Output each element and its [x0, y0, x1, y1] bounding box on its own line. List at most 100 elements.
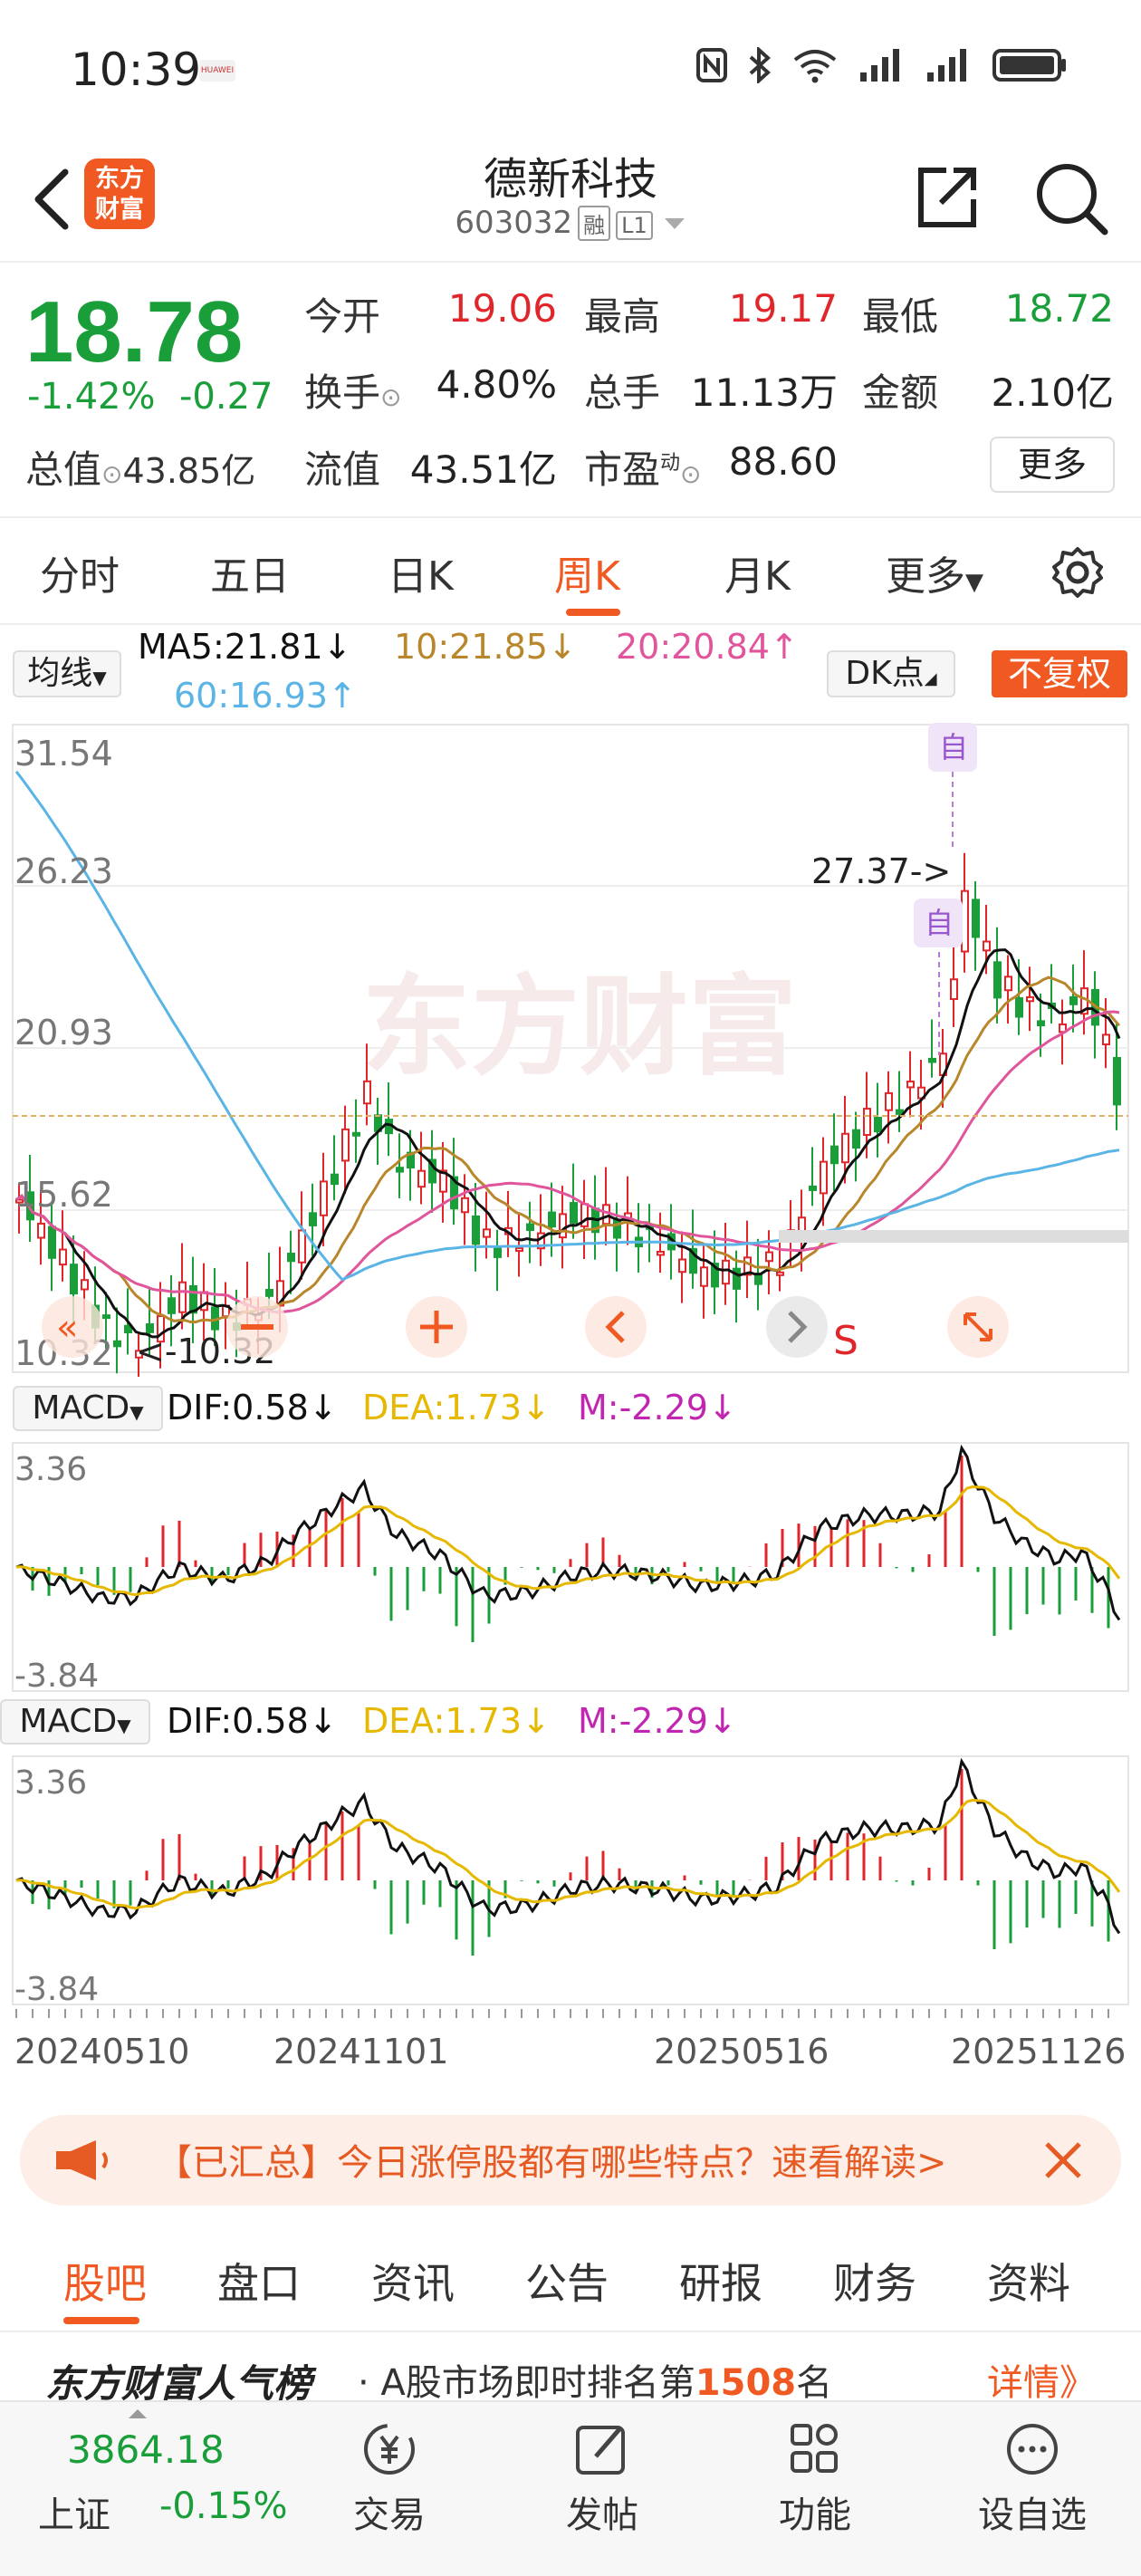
candle-body	[298, 1229, 306, 1264]
ma5-value: MA5:21.81↓	[138, 627, 352, 667]
tab-research[interactable]: 研报	[679, 2259, 762, 2308]
rewind-button-bg[interactable]	[42, 1296, 103, 1358]
close-icon[interactable]	[1043, 2140, 1083, 2180]
dk-label: DK点	[845, 655, 925, 692]
kline-chart[interactable]: 东方财富 自 自 27.37-> <-10.32 31.54 26.23 20.…	[0, 720, 1141, 1377]
candle-body	[570, 1202, 578, 1224]
tab-weekly[interactable]: 周K	[554, 553, 620, 600]
macd-chart-1[interactable]: 3.36 -3.84	[0, 1440, 1141, 1694]
gear-icon[interactable]	[1050, 545, 1105, 600]
macd1-lines	[15, 1444, 1121, 1621]
nav-trade[interactable]: 交易	[326, 2420, 453, 2538]
status-icons	[695, 47, 1069, 83]
dea-line	[15, 1485, 1121, 1597]
zi-badge-mid[interactable]: 自	[925, 906, 954, 940]
turnover-label: 换手⊙	[304, 362, 401, 418]
status-bar: 10:39 HUAWEI	[0, 0, 1141, 136]
banner-text[interactable]: 【已汇总】今日涨停股都有哪些特点？速看解读>	[156, 2142, 947, 2184]
nav-functions[interactable]: 功能	[752, 2420, 878, 2538]
prev-button[interactable]	[585, 1296, 647, 1358]
nav-add-watchlist[interactable]: 设自选	[969, 2420, 1096, 2538]
tab-five-day[interactable]: 五日	[210, 553, 290, 600]
x-date-2: 20241101	[273, 2032, 448, 2071]
candle-body	[146, 1323, 154, 1333]
wifi-icon	[793, 50, 837, 83]
macd1-y-top: 3.36	[14, 1451, 87, 1488]
candle-body	[341, 1128, 350, 1162]
no-adjust-button[interactable]: 不复权	[992, 650, 1127, 697]
promo-banner[interactable]: 【已汇总】今日涨停股都有哪些特点？速看解读>	[20, 2115, 1121, 2206]
tab-profile[interactable]: 资料	[987, 2259, 1070, 2308]
mktcap-label: 总值⊙43.85亿	[25, 439, 255, 495]
macd1-dif: DIF:0.58↓	[167, 1388, 338, 1427]
macd2-lines	[15, 1757, 1121, 1935]
dk-point-button[interactable]: DK点◢	[827, 650, 955, 697]
minus-icon[interactable]	[241, 1324, 273, 1330]
turnover-value: 4.80%	[436, 362, 557, 407]
chevron-down-icon[interactable]	[663, 215, 686, 233]
macd1-dea: DEA:1.73↓	[362, 1388, 551, 1427]
macd2-y-bottom: -3.84	[14, 1971, 99, 2007]
high-value: 19.17	[728, 286, 838, 331]
candle-body	[331, 1173, 339, 1186]
macd-selector-1[interactable]: MACD▼	[13, 1386, 163, 1431]
signal-icon	[860, 49, 899, 82]
amount-value: 2.10亿	[991, 370, 1114, 415]
candle-body	[515, 1247, 523, 1253]
candle-body	[526, 1223, 534, 1231]
mktcap-value: 43.85亿	[122, 451, 256, 491]
candle-body	[678, 1258, 686, 1274]
candle-body	[363, 1080, 371, 1105]
candle-body	[950, 978, 958, 1001]
chevron-right-icon[interactable]	[788, 1311, 808, 1343]
tab-finance[interactable]: 财务	[833, 2259, 916, 2308]
expand-icon[interactable]	[964, 1312, 992, 1341]
tab-announcements[interactable]: 公告	[525, 2259, 609, 2308]
nav-post[interactable]: 发帖	[539, 2420, 666, 2538]
tab-guba[interactable]: 股吧	[63, 2259, 147, 2308]
content-tab-underline	[63, 2317, 139, 2324]
candle-body	[830, 1145, 839, 1165]
tab-intraday[interactable]: 分时	[40, 553, 120, 600]
index-value: 3864.18	[67, 2427, 225, 2472]
search-icon[interactable]	[1032, 159, 1109, 236]
nav-trade-label: 交易	[353, 2494, 426, 2536]
app-logo: 东方 财富	[84, 159, 155, 229]
rewind-icon[interactable]: «	[56, 1307, 78, 1349]
y-tick-1: 31.54	[14, 734, 113, 774]
ma-selector[interactable]: 均线▼	[13, 650, 121, 697]
info-icon[interactable]: ⊙	[680, 459, 702, 489]
macd-chart-2[interactable]: 3.36 -3.84	[0, 1754, 1141, 2007]
candle-body	[135, 1350, 143, 1359]
tab-daily[interactable]: 日K	[388, 553, 454, 600]
plus-icon[interactable]	[420, 1311, 453, 1343]
tab-more[interactable]: 更多▼	[886, 543, 983, 601]
candle-body	[15, 1198, 24, 1204]
candle-body	[1069, 995, 1078, 1005]
candle-body	[983, 940, 991, 952]
tab-pankou[interactable]: 盘口	[217, 2259, 301, 2308]
more-button[interactable]: 更多	[990, 437, 1115, 493]
info-icon[interactable]: ⊙	[101, 459, 123, 489]
chevron-left-icon[interactable]	[605, 1311, 625, 1343]
info-icon[interactable]: ⊙	[380, 382, 402, 412]
zi-badge-top[interactable]: 自	[939, 730, 968, 764]
next-button[interactable]	[766, 1296, 828, 1358]
back-chevron-icon[interactable]	[25, 163, 80, 235]
candle-body	[1004, 976, 1012, 992]
share-icon[interactable]	[910, 161, 983, 234]
candle-body	[472, 1215, 480, 1245]
ma10-line	[15, 976, 1121, 1324]
margin-tag: 融	[578, 206, 611, 241]
candle-body	[320, 1180, 328, 1216]
tab-news[interactable]: 资讯	[371, 2259, 455, 2308]
quote-panel: 18.78 -1.42% -0.27 今开 19.06 最高 19.17 最低 …	[0, 263, 1141, 516]
macd-selector-2[interactable]: MACD▼	[0, 1699, 150, 1745]
rank-detail-link[interactable]: 详情》	[987, 2362, 1096, 2404]
high-marker: 27.37->	[811, 851, 951, 891]
tab-monthly[interactable]: 月K	[724, 553, 791, 600]
low-value: 18.72	[1004, 286, 1114, 331]
caret-down-icon: ▼	[129, 1401, 144, 1423]
popularity-rank[interactable]: 东方财富人气榜 · A股市场即时排名第1508名 详情》	[0, 2337, 1141, 2406]
tab-underline	[566, 609, 620, 616]
